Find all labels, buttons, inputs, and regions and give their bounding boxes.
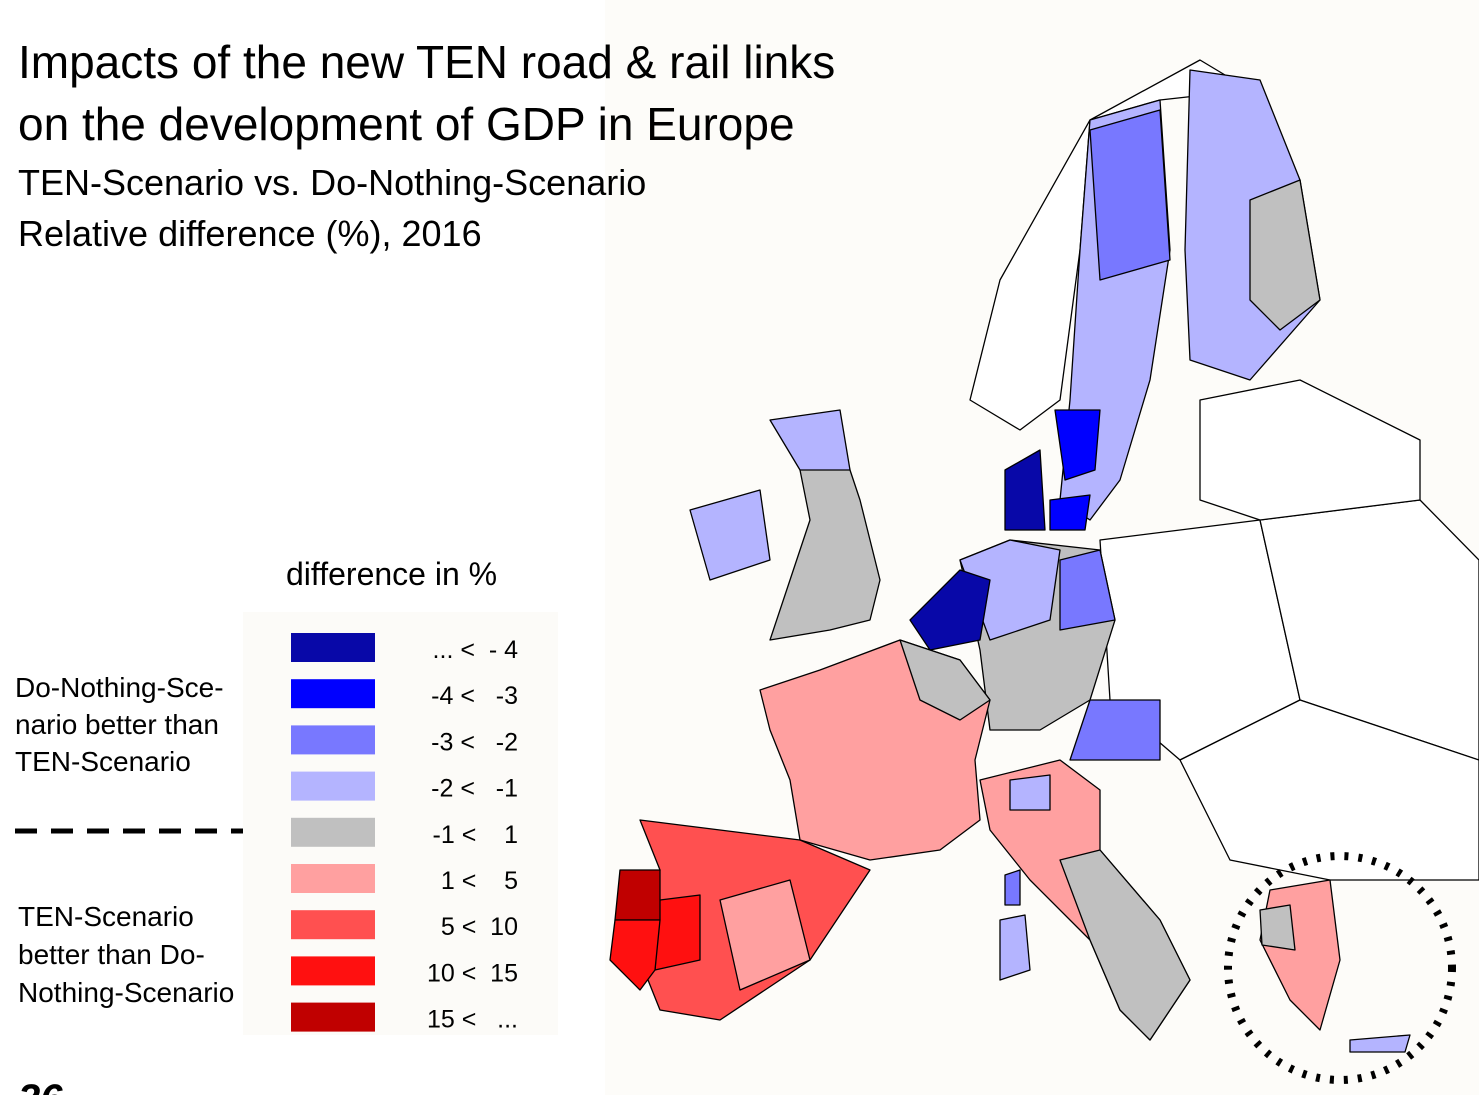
slide: Impacts of the new TEN road & rail links…: [0, 0, 1479, 1095]
note: nario better than: [15, 709, 219, 740]
subtitle: TEN-Scenario vs. Do-Nothing-Scenario: [18, 162, 646, 203]
legend-swatch: [291, 725, 375, 754]
region: [1010, 775, 1050, 810]
legend-label: -3 < -2: [431, 728, 518, 756]
region: [1260, 905, 1295, 950]
note: TEN-Scenario: [15, 746, 191, 777]
legend-label: 15 < ...: [427, 1006, 518, 1034]
legend-label: 1 < 5: [441, 867, 518, 895]
legend-swatch: [291, 910, 375, 939]
page-number: 26: [17, 1077, 63, 1095]
subtitle: Relative difference (%), 2016: [18, 213, 482, 254]
legend-title: difference in %: [286, 556, 497, 592]
legend-swatch: [291, 772, 375, 801]
legend-label: -2 < -1: [431, 775, 518, 803]
legend-swatch: [291, 864, 375, 893]
legend-label: -4 < -3: [431, 682, 518, 710]
note: Do-Nothing-Sce-: [15, 672, 224, 703]
legend-swatch: [291, 1003, 375, 1032]
legend-swatch: [291, 956, 375, 985]
title: Impacts of the new TEN road & rail links: [18, 36, 835, 88]
note: Nothing-Scenario: [18, 977, 234, 1008]
legend-label: -1 < 1: [433, 821, 518, 849]
legend-label: 5 < 10: [441, 913, 518, 941]
region: [615, 870, 660, 920]
legend-label: ... < - 4: [433, 636, 519, 664]
legend-swatch: [291, 679, 375, 708]
note: TEN-Scenario: [18, 901, 194, 932]
region: [1000, 915, 1030, 980]
region: [1050, 495, 1090, 530]
legend-label: 10 < 15: [427, 959, 518, 987]
title: on the development of GDP in Europe: [18, 98, 795, 150]
region: [1005, 870, 1020, 905]
region: [1090, 110, 1170, 280]
region: [655, 895, 700, 970]
legend-swatch: [291, 633, 375, 662]
note: better than Do-: [18, 939, 205, 970]
legend-swatch: [291, 818, 375, 847]
